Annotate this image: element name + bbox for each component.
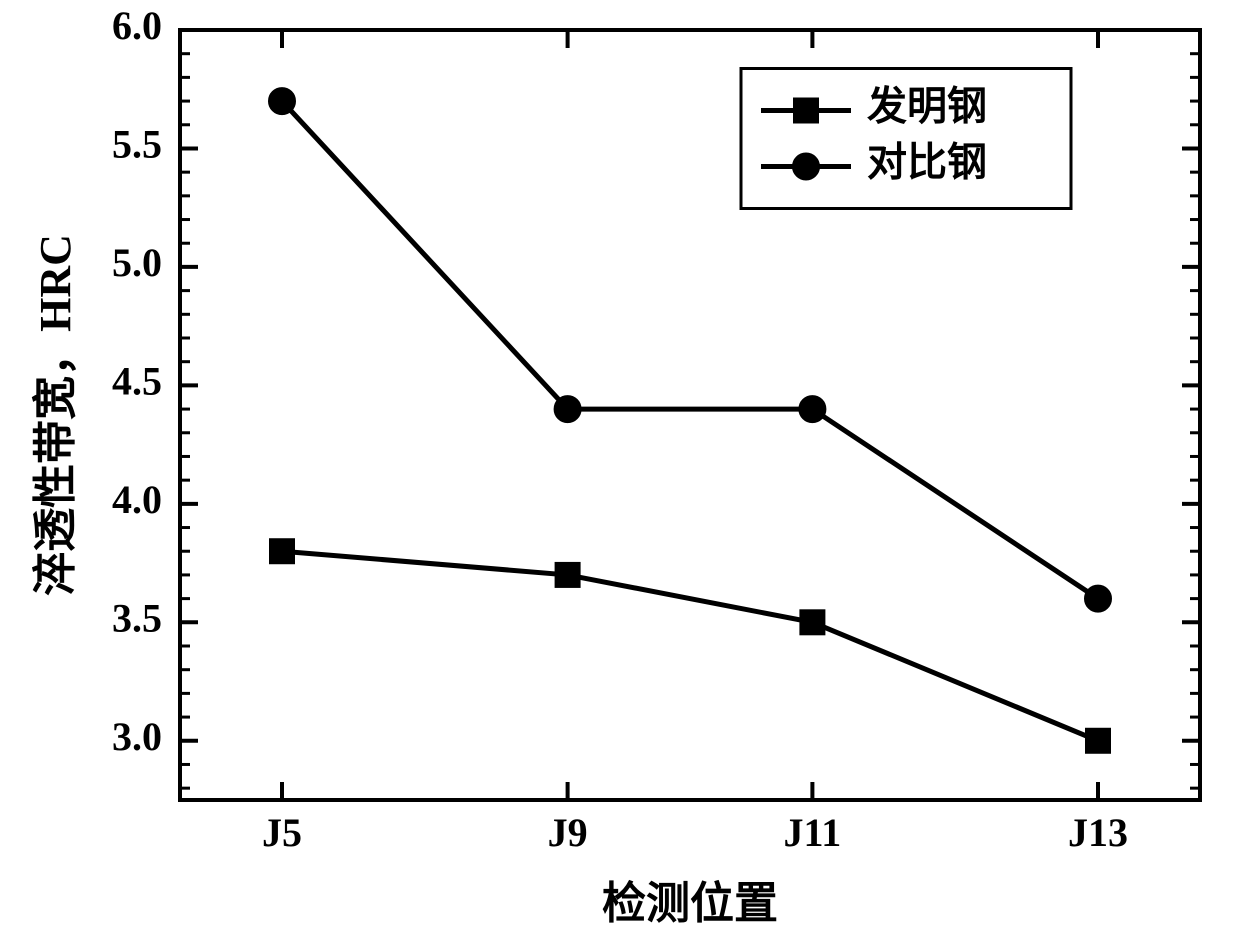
y-tick-label: 5.5 (112, 122, 162, 167)
legend-label: 对比钢 (867, 140, 987, 185)
circle-marker (1085, 586, 1111, 612)
circle-marker (799, 396, 825, 422)
legend-square-icon (794, 99, 818, 123)
x-tick-label: J9 (548, 810, 588, 855)
square-marker (270, 539, 294, 563)
y-tick-label: 4.0 (112, 477, 162, 522)
series-line-0 (282, 551, 1098, 741)
y-tick-label: 4.5 (112, 359, 162, 404)
circle-marker (269, 88, 295, 114)
square-marker (800, 610, 824, 634)
y-tick-label: 6.0 (112, 3, 162, 48)
x-tick-label: J5 (262, 810, 302, 855)
line-chart: 3.0 3.5 4.0 4.5 5.0 5.5 6.0 J5 J9 J11 J13 检测位置 淬透性带宽… (0, 0, 1240, 951)
legend-circle-icon (793, 154, 819, 180)
circle-marker (555, 396, 581, 422)
x-tick-label: J13 (1068, 810, 1128, 855)
y-tick-label: 5.0 (112, 240, 162, 285)
square-marker (1086, 729, 1110, 753)
y-tick-label: 3.0 (112, 714, 162, 759)
y-axis-label: 淬透性带宽，HRC (31, 234, 80, 596)
x-tick-label: J11 (784, 810, 842, 855)
y-tick-label: 3.5 (112, 595, 162, 640)
square-marker (556, 563, 580, 587)
chart-container: 3.0 3.5 4.0 4.5 5.0 5.5 6.0 J5 J9 J11 J13 检测位置 淬透性带宽… (0, 0, 1240, 951)
legend-label: 发明钢 (867, 84, 987, 129)
x-axis-label: 检测位置 (602, 879, 778, 928)
